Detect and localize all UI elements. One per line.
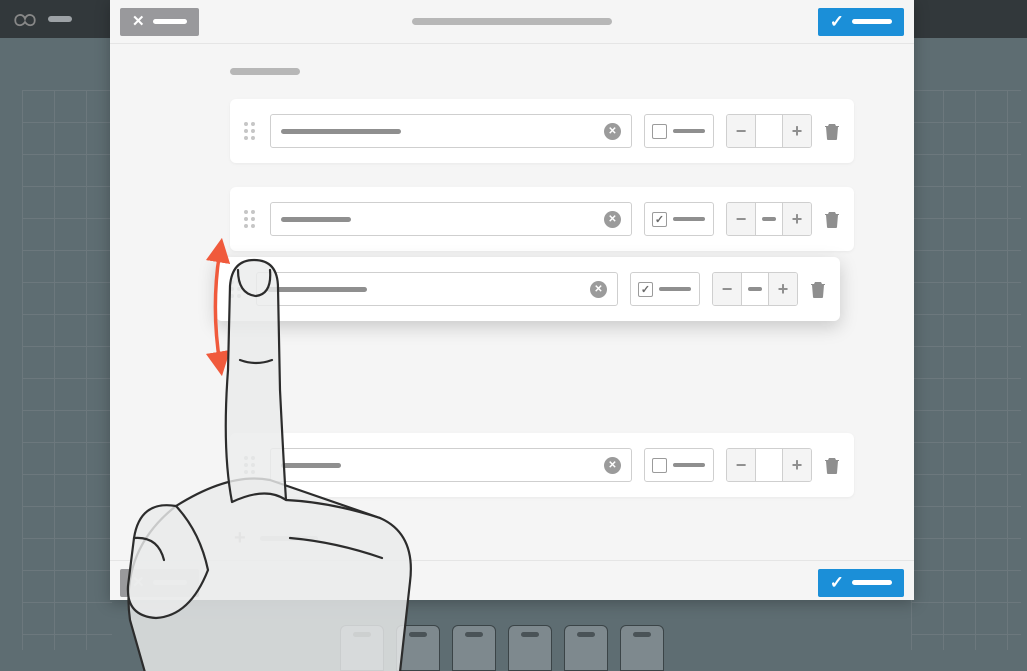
- stepper-value: [755, 115, 783, 147]
- confirm-label: [852, 580, 892, 585]
- bg-grid-right: [911, 90, 1021, 650]
- modal-header: [110, 0, 914, 44]
- stepper-plus[interactable]: +: [783, 203, 811, 235]
- clear-icon[interactable]: [590, 281, 607, 298]
- close-icon: [132, 575, 145, 590]
- delete-button[interactable]: [810, 280, 826, 298]
- name-value: [281, 129, 401, 134]
- checkbox-label: [673, 463, 705, 467]
- clear-icon[interactable]: [604, 123, 621, 140]
- option-checkbox[interactable]: [644, 202, 714, 236]
- list-row: − +: [216, 257, 840, 321]
- checkbox-label: [673, 217, 705, 221]
- quantity-stepper[interactable]: − +: [726, 114, 812, 148]
- stepper-plus[interactable]: +: [783, 449, 811, 481]
- delete-button[interactable]: [824, 210, 840, 228]
- drag-handle-icon[interactable]: [244, 210, 258, 228]
- list-row: − +: [230, 99, 854, 163]
- name-value: [281, 217, 351, 222]
- checkbox-label: [673, 129, 705, 133]
- stepper-minus[interactable]: −: [727, 449, 755, 481]
- option-checkbox[interactable]: [630, 272, 700, 306]
- check-icon: [830, 574, 844, 591]
- cancel-button-footer[interactable]: [120, 569, 199, 597]
- add-label: [260, 536, 318, 541]
- name-input[interactable]: [256, 272, 618, 306]
- drag-handle-icon[interactable]: [244, 456, 258, 474]
- drag-direction-arrow-icon: [208, 242, 232, 377]
- name-value: [267, 287, 367, 292]
- quantity-stepper[interactable]: − +: [726, 448, 812, 482]
- confirm-button-footer[interactable]: [818, 569, 904, 597]
- check-icon: [830, 13, 844, 30]
- stepper-value: [741, 273, 769, 305]
- name-input[interactable]: [270, 202, 632, 236]
- quantity-stepper[interactable]: − +: [712, 272, 798, 306]
- confirm-label: [852, 19, 892, 24]
- delete-button[interactable]: [824, 122, 840, 140]
- name-input[interactable]: [270, 448, 632, 482]
- stepper-value: [755, 203, 783, 235]
- checkbox-icon: [652, 124, 667, 139]
- modal-body: − + − +: [110, 44, 914, 560]
- drag-handle-icon[interactable]: [230, 280, 244, 298]
- stepper-value: [755, 449, 783, 481]
- cancel-label: [153, 19, 187, 24]
- pretzel-logo-icon: [12, 9, 38, 29]
- drag-handle-icon[interactable]: [244, 122, 258, 140]
- stepper-minus[interactable]: −: [727, 203, 755, 235]
- checkbox-icon: [652, 458, 667, 473]
- modal-window: − + − +: [110, 0, 914, 600]
- add-row-button[interactable]: +: [230, 527, 854, 550]
- cancel-label: [153, 580, 187, 585]
- checkbox-label: [659, 287, 691, 291]
- confirm-button[interactable]: [818, 8, 904, 36]
- quantity-stepper[interactable]: − +: [726, 202, 812, 236]
- modal-footer: [110, 560, 914, 604]
- topbar-stub: [48, 16, 72, 22]
- list-row: − +: [230, 187, 854, 251]
- name-input[interactable]: [270, 114, 632, 148]
- checkbox-icon: [638, 282, 653, 297]
- keyboard-hint: [340, 625, 664, 671]
- modal-title: [412, 18, 612, 25]
- cancel-button[interactable]: [120, 8, 199, 36]
- close-icon: [132, 14, 145, 29]
- stepper-plus[interactable]: +: [783, 115, 811, 147]
- section-label: [230, 68, 300, 75]
- clear-icon[interactable]: [604, 457, 621, 474]
- bg-grid-left: [22, 90, 112, 650]
- checkbox-icon: [652, 212, 667, 227]
- clear-icon[interactable]: [604, 211, 621, 228]
- option-checkbox[interactable]: [644, 114, 714, 148]
- stepper-plus[interactable]: +: [769, 273, 797, 305]
- option-checkbox[interactable]: [644, 448, 714, 482]
- plus-icon: +: [234, 527, 246, 550]
- name-value: [281, 463, 341, 468]
- stepper-minus[interactable]: −: [727, 115, 755, 147]
- list-row: − +: [230, 433, 854, 497]
- delete-button[interactable]: [824, 456, 840, 474]
- stepper-minus[interactable]: −: [713, 273, 741, 305]
- drop-placeholder: [230, 345, 854, 409]
